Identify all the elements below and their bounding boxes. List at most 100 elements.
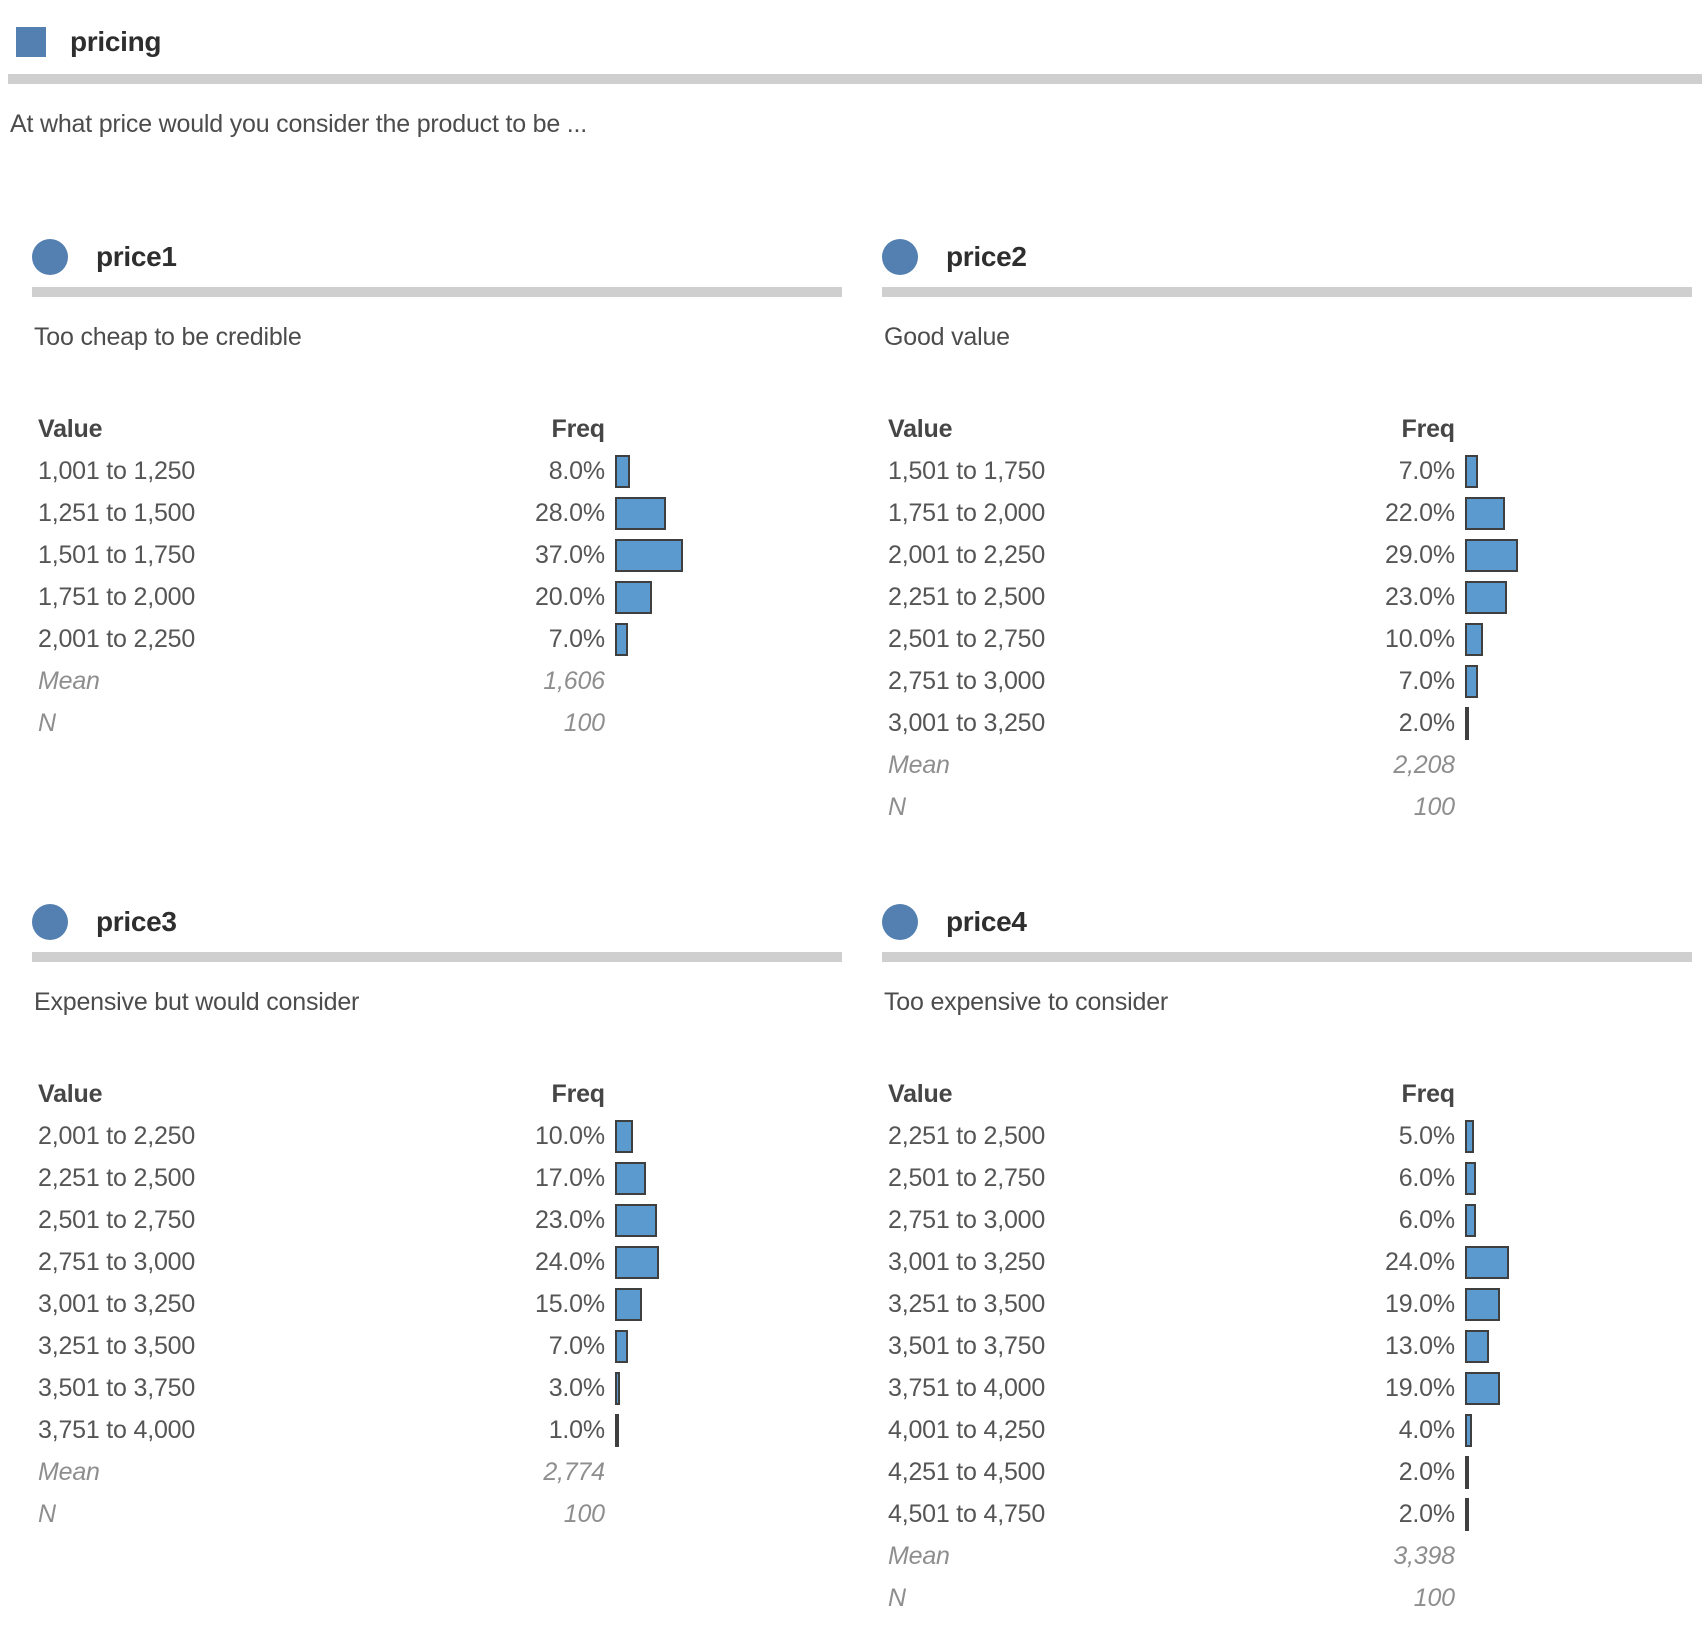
mean-row: Mean 2,774 bbox=[38, 1451, 842, 1493]
section-header: price4 bbox=[882, 904, 1692, 940]
bar-slot bbox=[1455, 1455, 1692, 1489]
bar-slot bbox=[1455, 1413, 1692, 1447]
section-circle-icon bbox=[882, 239, 918, 275]
freq-bar bbox=[614, 580, 652, 614]
value-cell: 2,751 to 3,000 bbox=[888, 666, 1046, 695]
table-row: 2,751 to 3,000 6.0% bbox=[888, 1199, 1692, 1241]
freq-cell: 17.0% bbox=[534, 1163, 605, 1192]
mean-label: Mean bbox=[38, 666, 100, 695]
table-row: 2,001 to 2,250 7.0% bbox=[38, 618, 842, 660]
freq-cell: 19.0% bbox=[1384, 1289, 1455, 1318]
section-header: price1 bbox=[32, 239, 842, 275]
bar-slot bbox=[1455, 454, 1692, 488]
bar-slot bbox=[605, 1245, 842, 1279]
table-header-row: Value Freq bbox=[888, 1073, 1692, 1115]
bar-slot bbox=[605, 454, 842, 488]
bar-slot bbox=[605, 496, 842, 530]
freq-cell: 4.0% bbox=[1398, 1415, 1455, 1444]
table-row: 3,251 to 3,500 19.0% bbox=[888, 1283, 1692, 1325]
section-card: price3 Expensive but would consider Value F… bbox=[32, 904, 842, 1535]
table-row: 1,501 to 1,750 37.0% bbox=[38, 534, 842, 576]
bar-slot bbox=[605, 1371, 842, 1405]
section-title: price1 bbox=[96, 241, 177, 272]
bar-slot bbox=[605, 1119, 842, 1153]
page-title: pricing bbox=[70, 26, 162, 57]
dataset-square-icon bbox=[16, 27, 46, 57]
value-cell: 3,251 to 3,500 bbox=[888, 1289, 1046, 1318]
page-subtitle: At what price would you consider the pro… bbox=[10, 110, 588, 138]
value-cell: 1,251 to 1,500 bbox=[38, 498, 196, 527]
n-label: N bbox=[888, 792, 906, 821]
freq-cell: 15.0% bbox=[534, 1289, 605, 1318]
mean-label: Mean bbox=[888, 1541, 950, 1570]
freq-table: Value Freq 1,001 to 1,250 8.0% 1,251 to 1,50… bbox=[38, 408, 842, 744]
table-row: 1,751 to 2,000 22.0% bbox=[888, 492, 1692, 534]
section-description: Good value bbox=[884, 323, 1010, 351]
mean-value: 3,398 bbox=[1393, 1541, 1455, 1570]
section-divider bbox=[32, 287, 842, 297]
bar-slot bbox=[1455, 1329, 1692, 1363]
value-cell: 2,001 to 2,250 bbox=[38, 624, 196, 653]
freq-bar bbox=[1464, 706, 1469, 740]
n-row: N 100 bbox=[888, 786, 1692, 828]
table-row: 1,751 to 2,000 20.0% bbox=[38, 576, 842, 618]
column-header-freq: Freq bbox=[551, 1079, 606, 1108]
n-label: N bbox=[38, 708, 56, 737]
freq-cell: 1.0% bbox=[548, 1415, 605, 1444]
n-row: N 100 bbox=[888, 1577, 1692, 1619]
table-row: 3,501 to 3,750 13.0% bbox=[888, 1325, 1692, 1367]
freq-bar bbox=[1464, 1371, 1500, 1405]
mean-label: Mean bbox=[38, 1457, 100, 1486]
freq-bar bbox=[614, 1161, 647, 1195]
freq-bar bbox=[1464, 1413, 1473, 1447]
freq-table: Value Freq 1,501 to 1,750 7.0% 1,751 to 2,00… bbox=[888, 408, 1692, 828]
value-cell: 2,501 to 2,750 bbox=[888, 624, 1046, 653]
mean-label: Mean bbox=[888, 750, 950, 779]
freq-cell: 7.0% bbox=[548, 624, 605, 653]
value-cell: 2,501 to 2,750 bbox=[38, 1205, 196, 1234]
section-circle-icon bbox=[32, 904, 68, 940]
mean-row: Mean 3,398 bbox=[888, 1535, 1692, 1577]
section-title: price4 bbox=[946, 906, 1027, 937]
section-description: Too expensive to consider bbox=[884, 988, 1169, 1016]
bar-slot bbox=[605, 1287, 842, 1321]
value-cell: 3,001 to 3,250 bbox=[888, 708, 1046, 737]
value-cell: 4,501 to 4,750 bbox=[888, 1499, 1046, 1528]
sections-grid: price1 Too cheap to be credible Value Freq 1… bbox=[32, 239, 1692, 1619]
freq-bar bbox=[1464, 1203, 1476, 1237]
table-row: 1,501 to 1,750 7.0% bbox=[888, 450, 1692, 492]
freq-table: Value Freq 2,001 to 2,250 10.0% 2,251 to 2,5… bbox=[38, 1073, 842, 1535]
table-header-row: Value Freq bbox=[888, 408, 1692, 450]
header-divider bbox=[8, 74, 1702, 84]
bar-slot bbox=[1455, 1245, 1692, 1279]
table-row: 2,001 to 2,250 10.0% bbox=[38, 1115, 842, 1157]
freq-bar bbox=[1464, 1497, 1469, 1531]
freq-bar bbox=[614, 622, 628, 656]
table-row: 3,001 to 3,250 2.0% bbox=[888, 702, 1692, 744]
table-header-row: Value Freq bbox=[38, 408, 842, 450]
value-cell: 2,501 to 2,750 bbox=[888, 1163, 1046, 1192]
n-label: N bbox=[888, 1583, 906, 1612]
freq-cell: 2.0% bbox=[1398, 1499, 1455, 1528]
freq-cell: 3.0% bbox=[548, 1373, 605, 1402]
freq-bar bbox=[614, 1245, 660, 1279]
freq-bar bbox=[614, 538, 683, 572]
bar-slot bbox=[1455, 664, 1692, 698]
value-cell: 3,251 to 3,500 bbox=[38, 1331, 196, 1360]
freq-bar bbox=[614, 1203, 658, 1237]
freq-bar bbox=[614, 1371, 621, 1405]
n-value: 100 bbox=[1413, 1583, 1455, 1612]
bar-slot bbox=[605, 538, 842, 572]
table-row: 3,001 to 3,250 15.0% bbox=[38, 1283, 842, 1325]
freq-cell: 6.0% bbox=[1398, 1205, 1455, 1234]
table-row: 2,501 to 2,750 10.0% bbox=[888, 618, 1692, 660]
mean-value: 2,774 bbox=[543, 1457, 605, 1486]
section-description: Too cheap to be credible bbox=[34, 323, 302, 351]
freq-cell: 29.0% bbox=[1384, 540, 1455, 569]
section-card: price2 Good value Value Freq 1,501 to 1,750 7… bbox=[882, 239, 1692, 828]
bar-slot bbox=[605, 580, 842, 614]
freq-bar bbox=[614, 1329, 628, 1363]
section-card: price4 Too expensive to consider Value Freq… bbox=[882, 904, 1692, 1619]
value-cell: 2,001 to 2,250 bbox=[38, 1121, 196, 1150]
freq-cell: 19.0% bbox=[1384, 1373, 1455, 1402]
